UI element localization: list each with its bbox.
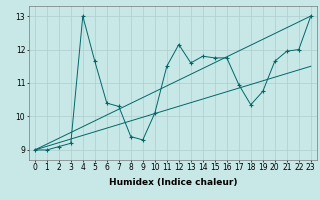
X-axis label: Humidex (Indice chaleur): Humidex (Indice chaleur)	[108, 178, 237, 187]
